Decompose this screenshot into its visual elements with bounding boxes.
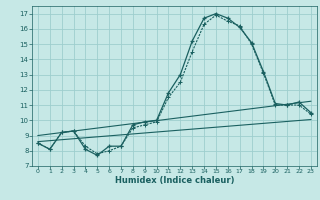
- X-axis label: Humidex (Indice chaleur): Humidex (Indice chaleur): [115, 176, 234, 185]
